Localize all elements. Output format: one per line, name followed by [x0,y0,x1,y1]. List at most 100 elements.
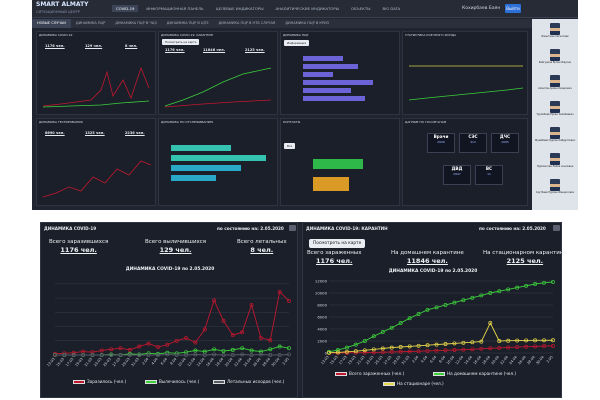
official-name: Турлибаев Ерлан Халибаевич [536,113,574,116]
data-point [434,342,439,347]
panel-title: ДИНАМИКА COVID-19: КАРАНТИН [306,226,388,231]
gov-label: ДЧС [499,134,511,139]
data-point [277,353,282,357]
view-map-button[interactable]: Посмотреть на карте [309,239,366,248]
data-point [268,347,273,352]
mini-stat-value[interactable]: 8 чел. [125,44,138,48]
stat-value[interactable]: 1176 чел. [316,257,353,265]
mini-stat-value[interactable]: 129 чел. [85,44,103,48]
panel-title: ДИНАМИКА ПО ОТСЛЕЖИВАНИЮ [161,120,214,124]
legend-item-recovered[interactable]: Вылечилось (чел.) [145,379,199,384]
official-card[interactable]: Жумабаев Нурлан Кабдуллович [532,127,578,145]
gov-value: 2606 [437,140,445,144]
x-tick-label: 14.04 [196,356,206,367]
data-point [99,353,104,357]
legend-item-deaths[interactable]: Летальных исходов (чел.) [213,379,284,384]
x-tick-label: 14.04 [464,354,474,365]
legend-item-home[interactable]: На домашнем карантине (чел.) [433,371,516,376]
x-tick-label: 12.04 [455,354,465,365]
official-card[interactable]: Ахметов Арман Кахарович [532,75,578,93]
menu-icon[interactable] [289,225,296,231]
data-point [506,338,511,343]
mini-map-button[interactable]: Посмотреть на карте [162,39,200,45]
stat-value[interactable]: 2125 чел. [506,257,544,265]
official-card[interactable]: Нурпеисова Лайла Асыловна [532,153,578,171]
data-point [461,347,466,352]
stat-value[interactable]: 11846 чел. [406,257,448,265]
data-point [258,352,263,357]
mini-stat-value[interactable]: 1325 чел. [85,131,105,135]
gov-button-ses[interactable]: СЭС 412 [459,133,487,153]
nav-target-indicators[interactable]: ЦЕЛЕВЫЕ ИНДИКАТОРЫ [215,6,264,11]
avatar [550,101,560,113]
mini-stat-home: 11846 чел. [203,48,225,52]
mini-stat-value[interactable]: 1176 чел. [165,48,185,52]
nav-objects[interactable]: ОБЪЕКТЫ [351,6,371,11]
data-point [53,353,57,357]
mini-stat-value[interactable]: 2125 чел. [245,48,265,52]
data-point [398,349,403,354]
nav-analytic-indicators[interactable]: АНАЛИТИЧЕСКИЕ ИНДИКАТОРЫ [275,6,339,11]
x-tick-label: 28.04 [526,354,536,365]
top-navbar: SMART ALMATY СИТУАЦИОННЫЙ ЦЕНТР COVID-19… [32,0,578,18]
mini-info-button[interactable]: Информация [284,40,310,46]
tab-pcr[interactable]: ДИНАМИКА ПЦР [75,21,106,25]
bar [303,80,373,85]
data-point [389,345,394,350]
mini-stat-hospital: 2125 чел. [245,48,265,52]
data-point [398,345,403,349]
series-line [54,290,290,355]
mini-stat-value[interactable]: 8690 чел. [45,131,65,135]
gov-value: 1695 [501,140,509,144]
x-tick-label: 4.04 [151,356,160,365]
logout-button[interactable]: Выйти [505,4,521,13]
tab-pcr-ntb[interactable]: ДИНАМИКА ПЦР В НТБ СЛУЧАЯ [218,21,276,25]
data-point [380,350,385,355]
stat-value[interactable]: 129 чел. [159,246,192,254]
mini-stat-value[interactable]: 1176 чел. [45,44,65,48]
tab-pcr-cpz[interactable]: ДИНАМИКА ПЦР В ЦПЗ [166,21,209,25]
data-point [230,333,235,338]
tab-pcr-kriz[interactable]: ДИНАМИКА ПЦР В КРИЗ [285,21,329,25]
tab-new-cases[interactable]: НОВЫЕ СЛУЧАИ [32,19,71,28]
nav-info-panel[interactable]: ИНФОРМАЦИОННАЯ ПАНЕЛЬ [146,6,204,11]
x-tick-label: 2.04 [141,356,150,365]
y-tick-label: 4000 [317,327,327,332]
data-point [118,353,123,357]
stat-value[interactable]: 1176 чел. [60,246,97,254]
mini-stat-value[interactable]: 11846 чел. [203,48,226,52]
legend-swatch [73,379,85,384]
mini-stat-value[interactable]: 2236 чел. [125,131,145,135]
mini-covid-chart [42,66,150,108]
x-tick-label: 28.04 [262,356,272,367]
stat-value[interactable]: 8 чел. [250,246,274,254]
official-card[interactable]: Байгуанов Ерлан Жаукин [532,49,578,67]
mini-stat-tests: 8690 чел. [45,131,65,135]
x-tick-label: 10.04 [177,356,187,367]
data-point [344,345,349,350]
stat-label: Всего заразившихся [49,239,109,245]
legend-item-hospital[interactable]: На стационаре (чел.) [383,381,444,386]
legend-item-infected[interactable]: Всего зараженных (чел.) [335,371,404,376]
mini-all-button[interactable]: Все [284,143,296,149]
data-point [515,345,520,350]
tab-pcr-chcz[interactable]: ДИНАМИКА ПЦР В ЧЦЗ [115,21,157,25]
data-point [425,343,430,348]
gov-value: 412 [470,140,476,144]
legend-item-infected[interactable]: Заразилось (чел.) [73,379,126,384]
data-point [461,298,466,303]
official-card[interactable]: Бакытжан Сагинтаев [532,23,578,41]
official-card[interactable]: Турлибаев Ерлан Халибаевич [532,101,578,119]
gov-button-doctors[interactable]: Врачи 2606 [427,133,455,153]
brand-logo[interactable]: SMART ALMATY [36,1,89,8]
data-point [62,353,67,357]
panel-title: ДИНАМИКА ПЦР [283,33,309,37]
gov-button-dvd[interactable]: ДВД 2847 [443,165,471,185]
official-card[interactable]: Саутбаев Нурлан Жандосович [532,179,578,197]
quarantine-dynamics-panel: ДИНАМИКА COVID-19: КАРАНТИН по состоянию… [302,222,567,398]
gov-button-vs[interactable]: ВС 11 [475,165,503,185]
gov-button-dchs[interactable]: ДЧС 1695 [491,133,519,153]
menu-icon[interactable] [553,225,560,231]
nav-covid[interactable]: COVID-19 [112,5,139,12]
nav-big-data[interactable]: BIG DATA [382,6,401,11]
